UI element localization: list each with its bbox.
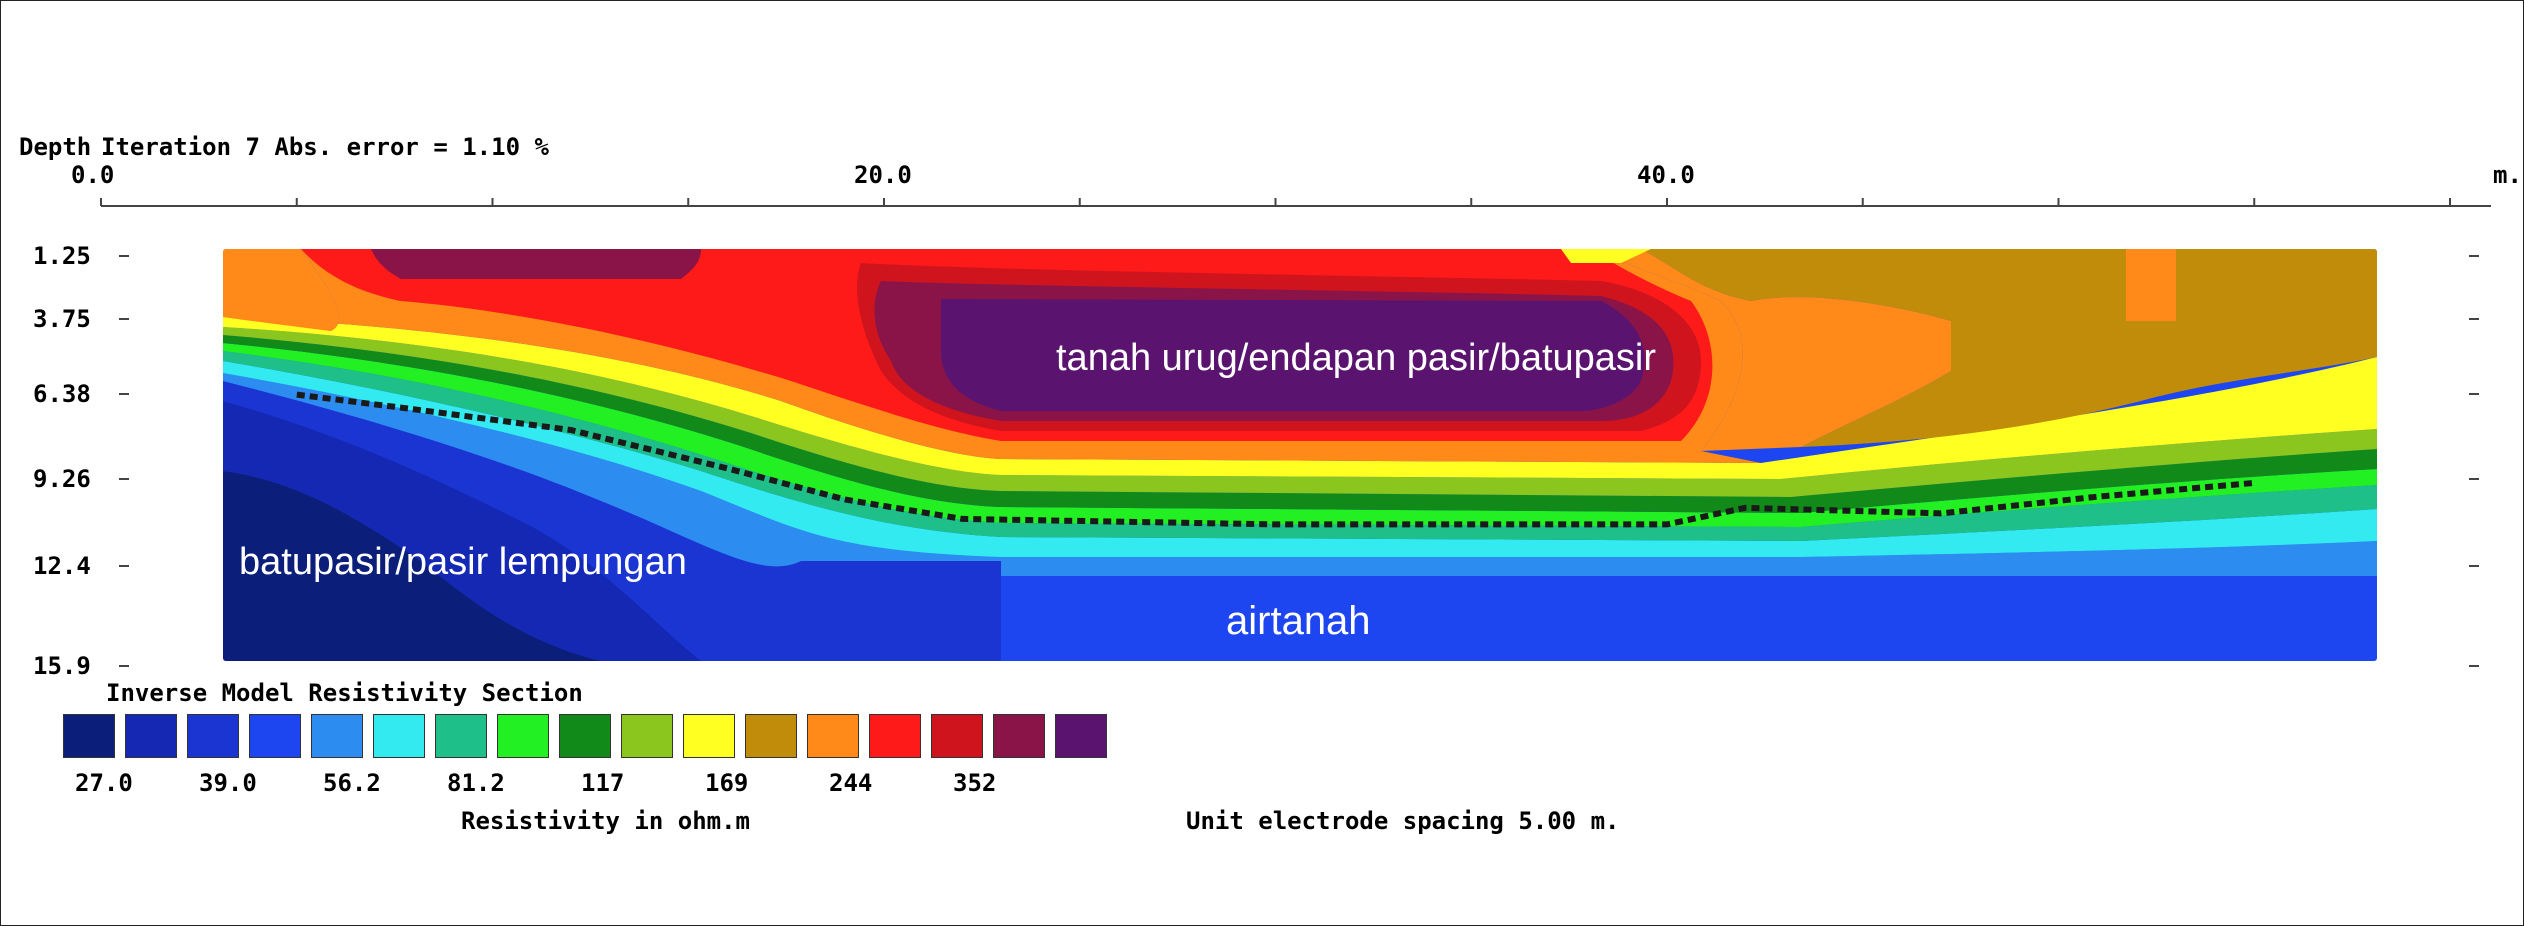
y-tick-label: 9.26: [33, 465, 91, 493]
legend-value-label: 352: [953, 769, 997, 797]
legend-swatch: [869, 714, 921, 758]
legend-swatch: [249, 714, 301, 758]
legend-value-label: 81.2: [447, 769, 505, 797]
legend-swatch: [311, 714, 363, 758]
annotation-top-layer: tanah urug/endapan pasir/batupasir: [1056, 337, 1657, 379]
depth-header-label: Depth: [19, 133, 92, 161]
iteration-error-label: Iteration 7 Abs. error = 1.10 %: [101, 133, 549, 161]
annotation-bottom-layer: airtanah: [1226, 599, 1371, 643]
x-tick-label: 40.0: [1637, 161, 1695, 189]
annotation-left-layer: batupasir/pasir lempungan: [239, 541, 687, 583]
legend-value-label: 27.0: [75, 769, 133, 797]
legend-swatch: [559, 714, 611, 758]
legend-value-label: 244: [829, 769, 873, 797]
zone-orange-strip: [2126, 249, 2176, 321]
x-tick-label: 0.0: [71, 161, 115, 189]
legend-swatch: [373, 714, 425, 758]
zone-mediumblue: [223, 381, 1001, 661]
legend-swatch: [187, 714, 239, 758]
zone-lightblue: [223, 373, 2377, 576]
y-tick-label: 12.4: [33, 552, 91, 580]
legend-title: Inverse Model Resistivity Section: [106, 679, 583, 707]
y-tick-label: 6.38: [33, 380, 91, 408]
y-tick-label: 1.25: [33, 242, 91, 270]
legend-swatch: [497, 714, 549, 758]
legend-swatch: [435, 714, 487, 758]
legend-value-label: 39.0: [199, 769, 257, 797]
zone-yellow: [223, 317, 2377, 479]
zone-orange-right: [1601, 249, 1951, 451]
zone-navy: [223, 471, 601, 661]
legend-swatch: [125, 714, 177, 758]
legend-swatch: [745, 714, 797, 758]
zone-teal: [223, 351, 2377, 541]
x-tick-label: 20.0: [854, 161, 912, 189]
zone-orange-left: [223, 249, 340, 331]
zone-yellow-top: [1561, 249, 1651, 263]
legend-unit-label: Resistivity in ohm.m: [461, 807, 750, 835]
y-tick-label: 3.75: [33, 305, 91, 333]
zone-green: [223, 343, 2377, 527]
legend-swatch: [931, 714, 983, 758]
x-axis-unit-label: m.: [2493, 161, 2522, 189]
legend-swatch: [1055, 714, 1107, 758]
zone-brown: [1641, 249, 2377, 447]
zone-maroon-topleft: [371, 249, 701, 279]
legend-swatch: [993, 714, 1045, 758]
legend-value-label: 56.2: [323, 769, 381, 797]
legend-swatch: [683, 714, 735, 758]
legend-value-label: 117: [581, 769, 625, 797]
legend-swatch: [63, 714, 115, 758]
legend-value-label: 169: [705, 769, 749, 797]
zone-purple: [941, 299, 1645, 411]
electrode-spacing-note: Unit electrode spacing 5.00 m.: [1186, 807, 1620, 835]
y-tick-label: 15.9: [33, 652, 91, 680]
legend-swatch: [807, 714, 859, 758]
legend-swatch: [621, 714, 673, 758]
zone-cyan: [223, 361, 2377, 557]
zone-darkblue: [223, 401, 701, 661]
water-table-dashed-line: [296, 391, 2255, 528]
